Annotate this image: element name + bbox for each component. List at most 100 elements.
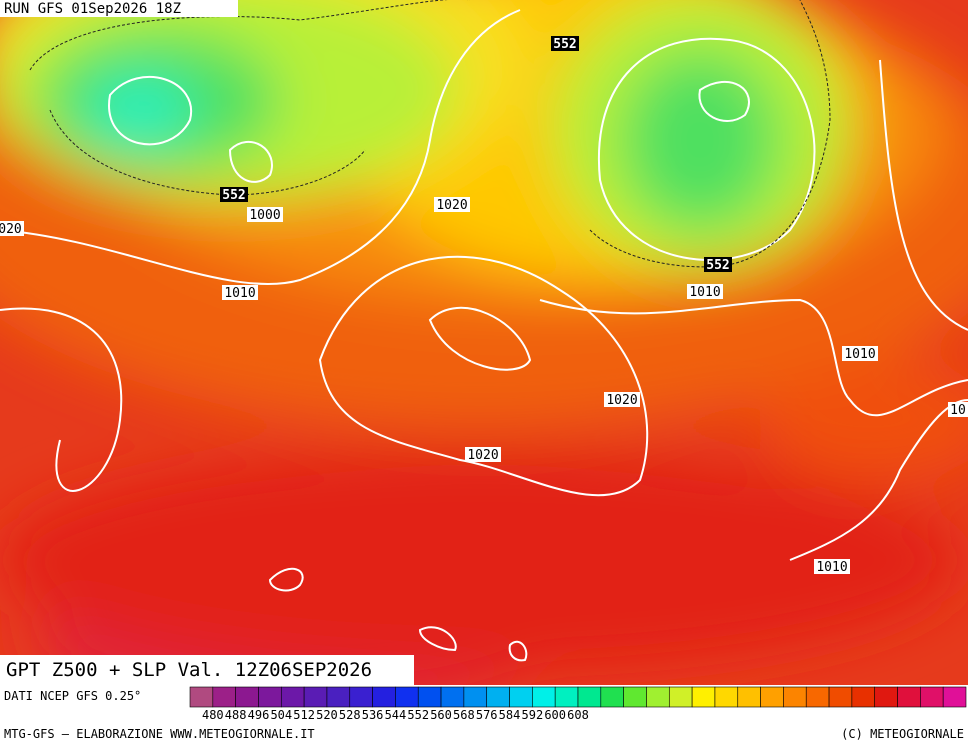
colorbar-swatch — [851, 686, 876, 708]
contour-label: 1010 — [224, 286, 255, 301]
contour-label: 1010 — [689, 285, 720, 300]
isobars — [0, 9, 968, 662]
colorbar-label: 568 — [453, 708, 475, 722]
isobar — [0, 307, 123, 492]
colorbar-swatch — [874, 686, 898, 708]
isobar — [108, 76, 193, 146]
label-box — [465, 447, 501, 462]
colorbar-label: 488 — [225, 708, 247, 722]
colorbar-label: 560 — [430, 708, 452, 722]
colorbar-swatch — [920, 686, 944, 708]
label-box — [687, 284, 723, 299]
isobar — [418, 626, 457, 652]
colorbar-swatch — [691, 686, 716, 708]
colorbar-swatch — [235, 686, 259, 708]
isobar — [698, 80, 750, 122]
colorbar-label: 496 — [248, 708, 270, 722]
colorbar-swatch — [623, 686, 647, 708]
contour-label: 1000 — [249, 208, 280, 223]
contour-label: 1020 — [467, 448, 498, 463]
colorbar-swatch — [554, 686, 579, 708]
label-box — [247, 207, 283, 222]
isobar — [879, 59, 968, 331]
run-info: RUN GFS 01Sep2026 18Z — [4, 1, 181, 17]
contour-label: 020 — [0, 222, 22, 237]
colorbar-label: 528 — [339, 708, 361, 722]
colorbar-swatch — [326, 686, 351, 708]
contour-label: 552 — [706, 258, 729, 273]
colorbar-swatch — [668, 686, 693, 708]
label-box — [434, 197, 470, 212]
isobar — [228, 140, 273, 183]
colorbar-label: 520 — [316, 708, 338, 722]
colorbar-label: 552 — [407, 708, 429, 722]
colorbar-swatch — [897, 686, 921, 708]
label-box — [604, 392, 640, 407]
label-box — [948, 402, 968, 417]
isobar — [318, 255, 649, 497]
colorbar-swatch — [303, 686, 328, 708]
source: DATI NCEP GFS 0.25° — [4, 689, 141, 703]
colorbar-swatch — [600, 686, 624, 708]
colorbar-swatch — [417, 686, 442, 708]
colorbar-swatch — [805, 686, 830, 708]
label-box — [842, 346, 878, 361]
contour-label: 10 — [950, 403, 966, 418]
isobar — [539, 298, 968, 417]
colorbar-swatch — [783, 686, 807, 708]
colorbar-swatch — [486, 686, 510, 708]
colorbar-swatch — [646, 686, 670, 708]
label-box — [814, 559, 850, 574]
colorbar-label: 512 — [293, 708, 315, 722]
colorbar-swatch — [577, 686, 602, 708]
colorbar-label: 600 — [544, 708, 566, 722]
colorbar-swatch — [463, 686, 488, 708]
label-box — [222, 285, 258, 300]
title-box — [0, 655, 414, 685]
contour-label: 1020 — [606, 393, 637, 408]
colorbar-swatch — [189, 686, 214, 708]
colorbar-swatch — [395, 686, 419, 708]
map-title: GPT Z500 + SLP Val. 12Z06SEP2026 — [6, 659, 372, 681]
colorbar-swatch — [258, 686, 282, 708]
colorbar: 480 488 496 504 512 520 528 536 544 552 560 568 576 5… — [189, 686, 967, 722]
label-box — [220, 187, 248, 202]
colorbar-swatch — [760, 686, 784, 708]
isobar — [428, 306, 532, 371]
isobar — [0, 9, 521, 285]
colorbar-label: 544 — [385, 708, 407, 722]
contour-label: 1020 — [436, 198, 467, 213]
colorbar-label: 584 — [499, 708, 521, 722]
colorbar-swatch — [509, 686, 533, 708]
geopotential-contour — [29, 0, 831, 268]
contour-label: 552 — [553, 37, 576, 52]
colorbar-swatch — [737, 686, 761, 708]
colorbar-label: 608 — [567, 708, 589, 722]
colorbar-swatch — [532, 686, 556, 708]
colorbar-swatch — [372, 686, 396, 708]
contour-label: 1010 — [844, 347, 875, 362]
colorbar-swatch — [280, 686, 305, 708]
label-box — [551, 36, 579, 51]
colorbar-swatch — [212, 686, 236, 708]
colorbar-swatch — [942, 686, 967, 708]
contour-label: 552 — [222, 188, 245, 203]
colorbar-label: 480 — [202, 708, 224, 722]
contour-label: 1010 — [816, 560, 847, 575]
footer-left: MTG-GFS — ELABORAZIONE WWW.METEOGIORNALE… — [4, 727, 315, 741]
colorbar-label: 592 — [522, 708, 544, 722]
colorbar-label: 536 — [362, 708, 384, 722]
colorbar-swatch — [440, 686, 465, 708]
colorbar-swatch — [349, 686, 373, 708]
map — [0, 0, 968, 685]
isobar — [508, 640, 528, 662]
footer-right: (C) METEOGIORNALE — [841, 727, 964, 741]
isobar — [268, 567, 304, 592]
header-box — [0, 0, 238, 17]
colorbar-label: 576 — [476, 708, 498, 722]
isobar — [597, 37, 816, 261]
label-box — [0, 221, 24, 236]
label-box — [704, 257, 732, 272]
contour-labels: 552 552 552 1000 1010 1010 1010 1010 1020 1020 102… — [0, 36, 968, 575]
